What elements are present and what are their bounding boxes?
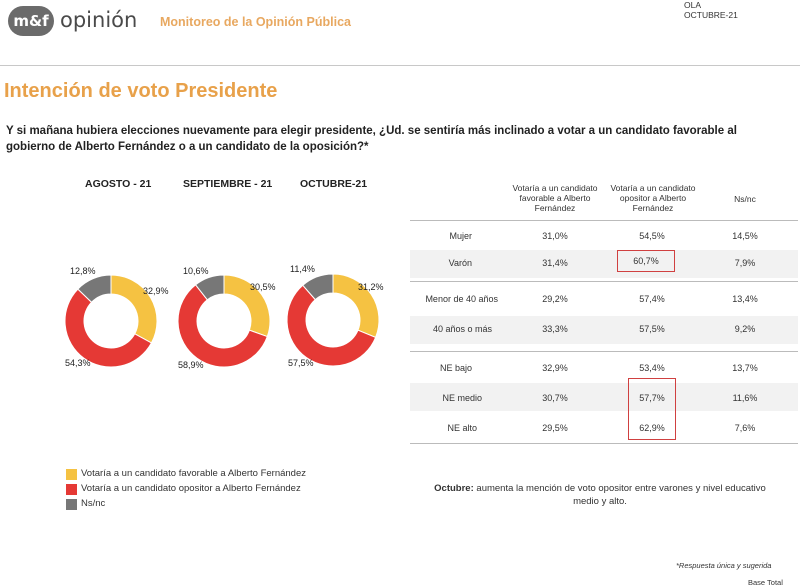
- footnote: *Respuesta única y sugerida: [676, 561, 772, 570]
- row-label-menor40: Menor de 40 años: [425, 294, 498, 304]
- row-shade-nemedio: [410, 383, 798, 411]
- cell-mujer-opo: 54,5%: [639, 231, 665, 241]
- month-title-octubre: OCTUBRE-21: [300, 178, 368, 190]
- label-sept-opositor: 58,9%: [178, 360, 204, 370]
- slice-octubre-nsnc: [302, 273, 334, 301]
- cell-menor40-opo: 57,4%: [639, 294, 665, 304]
- cell-nemedio-opo: 57,7%: [639, 393, 665, 403]
- legend-swatch-favorable: [66, 469, 77, 480]
- cell-nebajo-opo: 53,4%: [639, 363, 665, 373]
- label-sept-nsnc: 10,6%: [183, 266, 209, 276]
- header-divider: [0, 65, 800, 66]
- legend-label-favorable: Votaría a un candidato favorable a Alber…: [81, 468, 306, 479]
- label-agosto-favorable: 32,9%: [143, 286, 169, 296]
- col-header-favorable: Votaría a un candidato favorable a Alber…: [512, 183, 598, 213]
- base-label: Base Total: [748, 578, 783, 587]
- table-line-2: [410, 351, 798, 352]
- slice-octubre-opositor: [286, 284, 377, 367]
- slice-agosto-opositor: [64, 288, 153, 368]
- month-title-septiembre: SEPTIEMBRE - 21: [183, 178, 273, 190]
- slice-septiembre-opositor: [177, 284, 268, 368]
- row-label-nemedio: NE medio: [442, 393, 482, 403]
- highlight-ne-medio-alto: [628, 378, 676, 440]
- label-agosto-opositor: 54,3%: [65, 358, 91, 368]
- ola-label: OLA: [684, 0, 702, 10]
- ola-value: OCTUBRE-21: [684, 10, 738, 20]
- donut-charts: [64, 273, 380, 368]
- col-header-opositor: Votaría a un candidato opositor a Albert…: [610, 183, 696, 213]
- logo-badge: m&f: [8, 6, 54, 36]
- row-label-nealto: NE alto: [447, 423, 477, 433]
- table-bottom-line: [410, 443, 798, 444]
- legend-swatch-opositor: [66, 484, 77, 495]
- legend-label-nsnc: Ns/nc: [81, 498, 106, 509]
- note-bold: Octubre:: [434, 483, 474, 494]
- cell-mujer-ns: 14,5%: [732, 231, 758, 241]
- label-oct-opositor: 57,5%: [288, 358, 314, 368]
- slice-septiembre-nsnc: [194, 274, 225, 301]
- page-title: Intención de voto Presidente: [4, 80, 278, 102]
- cell-varon-ns: 7,9%: [734, 258, 756, 268]
- analysis-note: Octubre: aumenta la mención de voto opos…: [420, 482, 780, 508]
- cell-varon-opo: 60,7%: [617, 250, 675, 272]
- table-line-1: [410, 281, 798, 282]
- cell-menor40-ns: 13,4%: [732, 294, 758, 304]
- table-top-line: [410, 220, 798, 221]
- month-title-agosto: AGOSTO - 21: [85, 178, 152, 190]
- cell-nealto-ns: 7,6%: [734, 423, 756, 433]
- label-sept-favorable: 30,5%: [250, 282, 276, 292]
- cell-nemedio-fav: 30,7%: [542, 393, 568, 403]
- cell-nealto-fav: 29,5%: [542, 423, 568, 433]
- slice-agosto-nsnc: [77, 274, 112, 303]
- cell-varon-fav: 31,4%: [542, 258, 568, 268]
- row-shade-varon: [410, 250, 798, 278]
- note-text: aumenta la mención de voto opositor entr…: [473, 483, 766, 507]
- cell-40mas-opo: 57,5%: [639, 324, 665, 334]
- cell-40mas-fav: 33,3%: [542, 324, 568, 334]
- ola-info: OLA OCTUBRE-21: [684, 0, 738, 20]
- label-agosto-nsnc: 12,8%: [70, 266, 96, 276]
- legend-label-opositor: Votaría a un candidato opositor a Albert…: [81, 483, 301, 494]
- survey-question: Y si mañana hubiera elecciones nuevament…: [6, 125, 737, 153]
- cell-menor40-fav: 29,2%: [542, 294, 568, 304]
- cell-nebajo-ns: 13,7%: [732, 363, 758, 373]
- label-oct-nsnc: 11,4%: [290, 264, 315, 274]
- row-label-varon: Varón: [448, 258, 472, 268]
- row-label-mujer: Mujer: [449, 231, 472, 241]
- col-header-nsnc: Ns/nc: [734, 194, 756, 204]
- header-subtitle: Monitoreo de la Opinión Pública: [160, 15, 351, 29]
- logo-text: opinión: [60, 8, 138, 32]
- cell-mujer-fav: 31,0%: [542, 231, 568, 241]
- row-label-nebajo: NE bajo: [439, 363, 472, 373]
- row-shade-40mas: [410, 316, 798, 344]
- cell-nemedio-ns: 11,6%: [732, 393, 758, 403]
- label-oct-favorable: 31,2%: [358, 282, 384, 292]
- cell-40mas-ns: 9,2%: [734, 324, 756, 334]
- cell-nealto-opo: 62,9%: [639, 423, 665, 433]
- legend-swatch-nsnc: [66, 499, 77, 510]
- row-label-40mas: 40 años o más: [432, 324, 492, 334]
- cell-nebajo-fav: 32,9%: [542, 363, 568, 373]
